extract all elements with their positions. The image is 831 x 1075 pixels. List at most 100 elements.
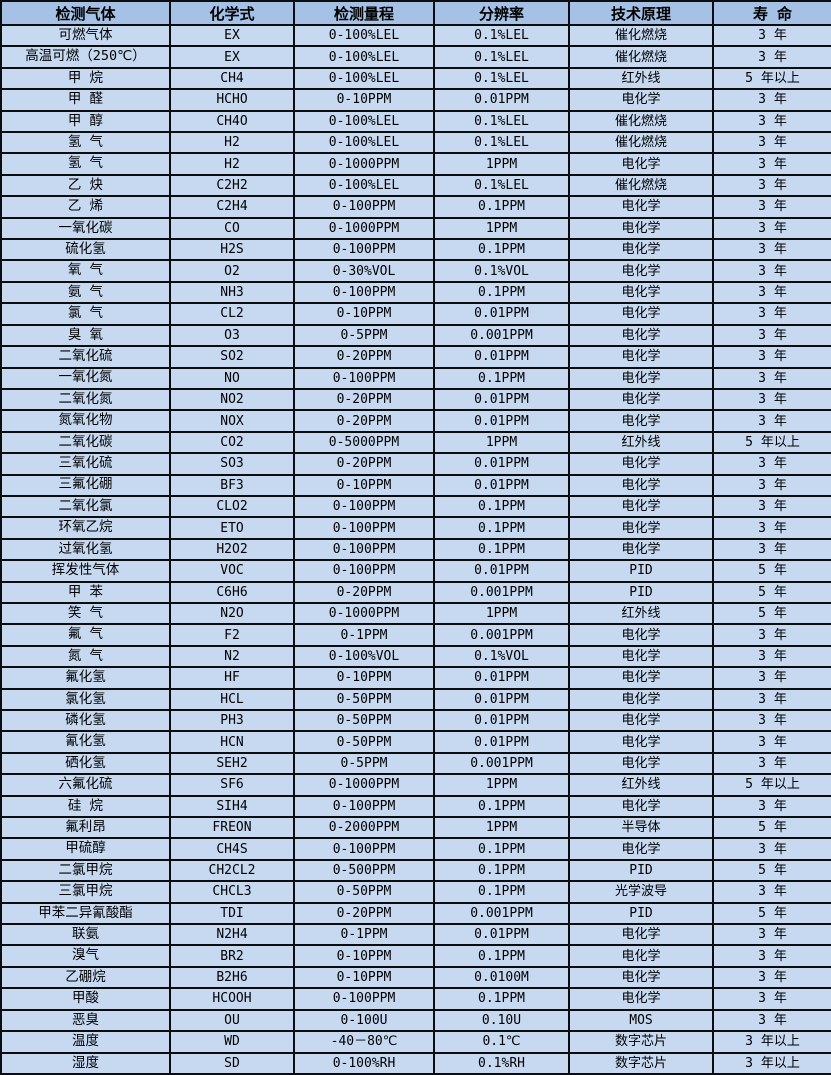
table-cell: 数字芯片 (568, 1051, 714, 1075)
table-cell: 3 年 (712, 537, 831, 562)
table-cell: 0-100PPM (293, 195, 435, 219)
table-cell: 溴气 (0, 944, 171, 968)
table-cell: 3 年 (712, 45, 831, 69)
table-row: 氟利昂 FREON 0-2000PPM 1PPM 半导体 5 年 (0, 816, 831, 840)
table-cell: 0.001PPM (433, 751, 570, 776)
table-cell: CH4S (169, 837, 295, 861)
table-cell: 0.1PPM (433, 195, 570, 219)
table-cell: 3 年 (712, 216, 831, 241)
table-cell: 二氧化硫 (0, 345, 171, 369)
table-cell: MOS (568, 1008, 714, 1033)
table-cell: CLO2 (169, 494, 295, 519)
table-cell: 1PPM (433, 430, 570, 455)
table-row: 恶臭 OU 0-100U 0.10U MOS 3 年 (0, 1008, 831, 1033)
table-cell: 3 年 (712, 152, 831, 176)
table-cell: 0.1%VOL (433, 644, 570, 669)
table-cell: 0.1PPM (433, 280, 570, 305)
table-cell: 5 年 (712, 559, 831, 583)
table-row: 湿度 SD 0-100%RH 0.1%RH 数字芯片 3 年以上 (0, 1051, 831, 1075)
table-cell: SO3 (169, 452, 295, 476)
table-cell: 3 年 (712, 88, 831, 112)
table-cell: 0.1PPM (433, 880, 570, 904)
table-cell: CH4O (169, 109, 295, 134)
table-cell: 3 年 (712, 345, 831, 369)
table-cell: 电化学 (568, 666, 714, 690)
table-cell: 3 年 (712, 387, 831, 412)
table-cell: 电化学 (568, 965, 714, 990)
table-cell: H2S (169, 238, 295, 262)
gas-table-body: 可燃气体 EX 0-100%LEL 0.1%LEL 催化燃烧 3 年高温可燃（250℃） E… (0, 23, 831, 1075)
table-cell: 0.01PPM (433, 409, 570, 433)
table-cell: 5 年以上 (712, 773, 831, 797)
table-cell: 0-10PPM (293, 473, 435, 497)
table-row: 二氧化硫 SO2 0-20PPM 0.01PPM 电化学 3 年 (0, 345, 831, 369)
table-cell: 3 年 (712, 516, 831, 540)
table-cell: 催化燃烧 (568, 173, 714, 198)
table-row: 乙 炔 C2H2 0-100%LEL 0.1%LEL 催化燃烧 3 年 (0, 173, 831, 198)
table-cell: 0-20PPM (293, 580, 435, 604)
table-cell: CO2 (169, 430, 295, 455)
table-row: 乙硼烷 B2H6 0-10PPM 0.0100M 电化学 3 年 (0, 965, 831, 990)
table-cell: 催化燃烧 (568, 23, 714, 48)
table-cell: CL2 (169, 302, 295, 326)
table-cell: NO (169, 366, 295, 390)
table-cell: 电化学 (568, 644, 714, 669)
table-cell: CH4 (169, 66, 295, 91)
table-cell: BR2 (169, 944, 295, 968)
table-cell: 电化学 (568, 687, 714, 712)
table-cell: 0-100%LEL (293, 23, 435, 48)
table-cell: 电化学 (568, 323, 714, 348)
table-cell: 0.01PPM (433, 666, 570, 690)
table-cell: 0.0100M (433, 965, 570, 990)
table-cell: 3 年 (712, 131, 831, 155)
table-row: 笑 气 N2O 0-1000PPM 1PPM 红外线 5 年 (0, 601, 831, 626)
table-row: 一氧化碳 CO 0-1000PPM 1PPM 电化学 3 年 (0, 216, 831, 241)
table-cell: 电化学 (568, 944, 714, 968)
table-cell: 0.1PPM (433, 366, 570, 390)
table-cell: 0-100%RH (293, 1051, 435, 1075)
table-cell: 0-100PPM (293, 280, 435, 305)
table-cell: 0-100%LEL (293, 173, 435, 198)
table-cell: 3 年 (712, 644, 831, 669)
table-row: 二氧化氮 NO2 0-20PPM 0.01PPM 电化学 3 年 (0, 387, 831, 412)
table-row: 甲 苯 C6H6 0-20PPM 0.001PPM PID 5 年 (0, 580, 831, 604)
table-cell: 氨 气 (0, 280, 171, 305)
table-row: 甲硫醇 CH4S 0-100PPM 0.1PPM 电化学 3 年 (0, 837, 831, 861)
table-cell: 甲硫醇 (0, 837, 171, 861)
table-cell: SO2 (169, 345, 295, 369)
table-cell: FREON (169, 816, 295, 840)
table-cell: 0.1%LEL (433, 45, 570, 69)
table-cell: 3 年 (712, 473, 831, 497)
table-cell: 二氧化氯 (0, 494, 171, 519)
table-row: 温度 WD -40－80℃ 0.1℃ 数字芯片 3 年以上 (0, 1030, 831, 1054)
table-cell: 0-1PPM (293, 923, 435, 947)
table-cell: 电化学 (568, 494, 714, 519)
table-cell: 氯化氢 (0, 687, 171, 712)
table-cell: 红外线 (568, 601, 714, 626)
table-cell: CHCL3 (169, 880, 295, 904)
table-cell: PID (568, 580, 714, 604)
table-cell: 0.01PPM (433, 387, 570, 412)
table-cell: 甲 醛 (0, 88, 171, 112)
table-row: 氧 气 O2 0-30%VOL 0.1%VOL 电化学 3 年 (0, 259, 831, 283)
table-row: 氢 气 H2 0-100%LEL 0.1%LEL 催化燃烧 3 年 (0, 131, 831, 155)
table-cell: H2O2 (169, 537, 295, 562)
table-cell: 三氯甲烷 (0, 880, 171, 904)
table-cell: 1PPM (433, 773, 570, 797)
table-cell: HCHO (169, 88, 295, 112)
table-cell: 5 年以上 (712, 66, 831, 91)
table-cell: 0-100PPM (293, 494, 435, 519)
table-row: 硒化氢 SEH2 0-5PPM 0.001PPM 电化学 3 年 (0, 751, 831, 776)
table-cell: 0.1PPM (433, 494, 570, 519)
table-row: 氯化氢 HCL 0-50PPM 0.01PPM 电化学 3 年 (0, 687, 831, 712)
table-cell: 电化学 (568, 216, 714, 241)
table-cell: SD (169, 1051, 295, 1075)
table-cell: 0.01PPM (433, 708, 570, 733)
table-cell: 电化学 (568, 195, 714, 219)
table-cell: 5 年 (712, 601, 831, 626)
table-cell: 3 年 (712, 409, 831, 433)
table-cell: 0-100PPM (293, 794, 435, 819)
table-cell: 氟利昂 (0, 816, 171, 840)
table-cell: 电化学 (568, 537, 714, 562)
table-cell: 0.1%LEL (433, 23, 570, 48)
